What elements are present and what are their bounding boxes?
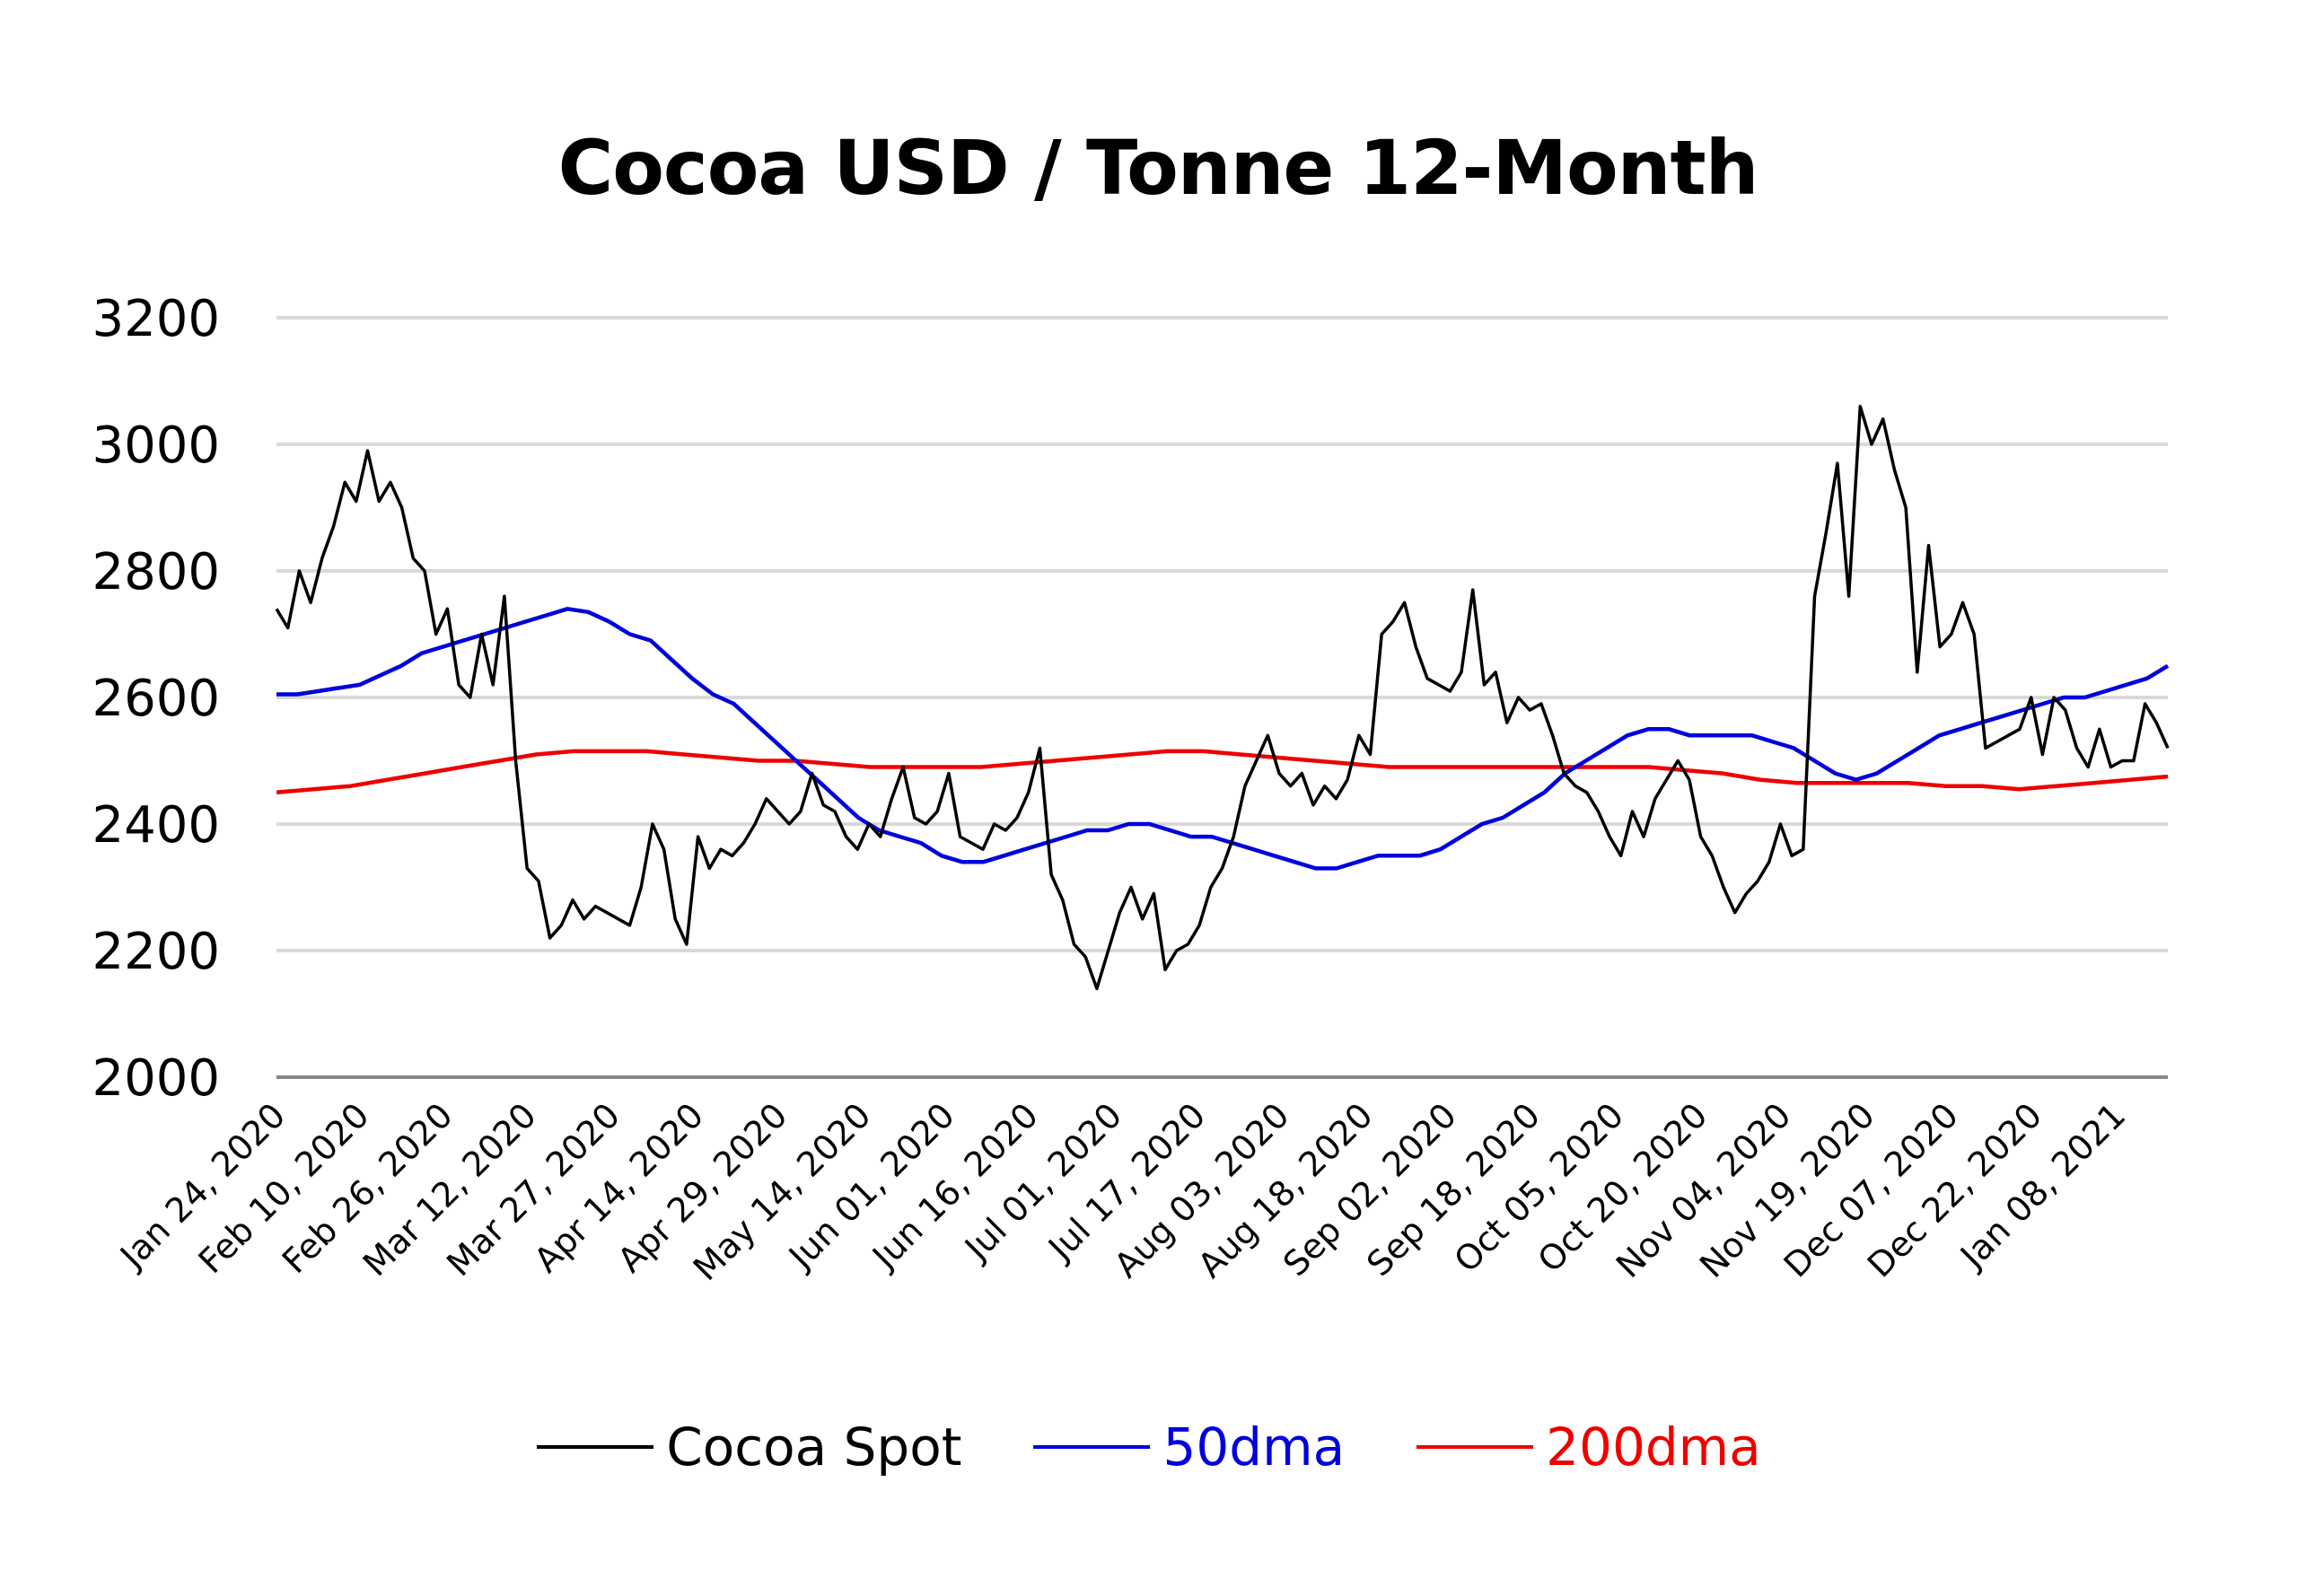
legend-label: Cocoa Spot [666, 1416, 962, 1478]
y-tick-label: 3000 [92, 417, 220, 475]
y-tick-label: 2000 [92, 1049, 220, 1108]
legend-swatch-50dma [1033, 1445, 1151, 1449]
series-cocoa-spot [275, 404, 2170, 991]
series-50dma [276, 607, 2170, 871]
series-200dma [276, 749, 2169, 795]
gridlines [276, 316, 2168, 1079]
legend: Cocoa Spot 50dma 200dma [0, 1416, 2298, 1478]
legend-item-50dma: 50dma [1033, 1416, 1345, 1478]
y-tick-label: 2800 [92, 543, 220, 601]
y-tick-label: 3200 [92, 290, 220, 348]
y-tick-label: 2200 [92, 923, 220, 981]
legend-item-200dma: 200dma [1417, 1416, 1761, 1478]
legend-label: 50dma [1162, 1416, 1346, 1478]
y-tick-label: 2600 [92, 670, 220, 728]
legend-swatch-200dma [1417, 1445, 1534, 1449]
y-tick-label: 2400 [92, 796, 220, 855]
chart-title: Cocoa USD / Tonne 12-Month [557, 124, 1759, 212]
legend-item-cocoa-spot: Cocoa Spot [537, 1416, 961, 1478]
series-lines [275, 404, 2170, 991]
y-axis-labels: 2000 2200 2400 2600 2800 3000 3200 [92, 290, 220, 1108]
legend-swatch-cocoa-spot [537, 1445, 654, 1449]
legend-label: 200dma [1546, 1416, 1761, 1478]
